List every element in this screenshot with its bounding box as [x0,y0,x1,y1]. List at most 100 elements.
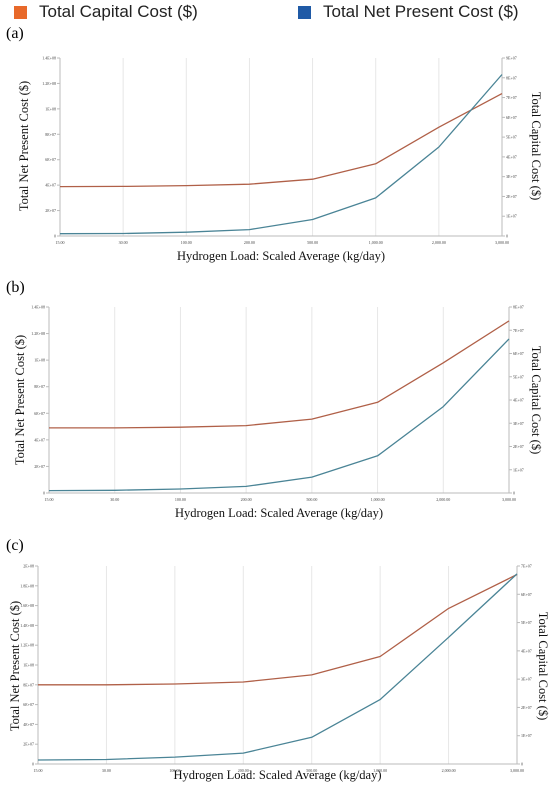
y-tick-label-right: 0 [513,491,515,496]
y-tick-label-right: 1E+07 [506,214,517,219]
y-tick-label-left: 2E+08 [23,564,34,569]
series-line-net-present-cost [59,74,503,235]
y-tick-label-right: 3E+07 [513,421,524,426]
legend-swatch-capital-cost [14,5,27,19]
y-axis-title-left: Total Net Present Cost ($) [13,335,27,465]
x-tick-label: 15.00 [56,240,65,245]
y-tick-label-left: 1.2E+08 [42,81,56,86]
series-line-capital-cost [38,573,518,686]
y-tick-label-left: 1E+08 [34,358,45,363]
y-tick-label-left: 0 [54,234,56,239]
y-tick-label-right: 7E+07 [521,564,532,569]
chart-panel-3: (c) 0 2E+07 4E+07 6E+07 8E+07 1E+08 1.2E+08 1.4E… [6,537,550,782]
y-tick-label-right: 5E+07 [513,374,524,379]
y-tick-label-left: 1E+08 [23,663,34,668]
y-tick-label-right: 6E+07 [521,592,532,597]
legend-label-capital-cost: Total Capital Cost ($) [39,2,198,21]
y-tick-label-right: 8E+07 [506,75,517,80]
x-tick-label: 3,000.00 [510,768,524,774]
y-tick-label-right: 1E+07 [521,733,532,738]
y-tick-label-right: 7E+07 [513,328,524,333]
y-tick-label-left: 6E+07 [23,702,34,707]
x-tick-label: 3,000.00 [502,497,516,503]
y-tick-label-left: 4E+07 [23,722,34,727]
x-tick-label: 3,000.00 [495,240,509,246]
x-tick-label: 1,000.00 [369,240,383,246]
y-tick-label-right: 4E+07 [521,648,532,653]
y-tick-label-left: 0 [32,762,34,767]
y-tick-label-right: 2E+07 [506,194,517,199]
x-tick-label: 2,000.00 [432,240,446,246]
x-tick-label: 2,000.00 [436,497,450,503]
x-tick-label: 100.00 [175,497,186,502]
y-axis-title-right: Total Capital Cost ($) [529,346,543,454]
x-tick-label: 15.00 [34,768,43,773]
y-tick-label-right: 9E+07 [506,56,517,61]
y-tick-label-right: 3E+07 [521,677,532,682]
y-tick-label-left: 2E+07 [45,208,56,213]
x-tick-label: 15.00 [45,497,54,502]
y-tick-label-right: 0 [506,234,508,239]
y-tick-label-left: 1.6E+08 [20,603,34,608]
y-tick-label-left: 8E+07 [34,384,45,389]
y-tick-label-right: 2E+07 [521,705,532,710]
series-line-capital-cost [59,93,503,188]
y-tick-label-left: 1.2E+08 [20,643,34,648]
x-axis-title: Hydrogen Load: Scaled Average (kg/day) [173,768,381,782]
panel-label: (a) [6,25,24,42]
y-tick-label-right: 4E+07 [506,154,517,159]
panel-label: (c) [6,537,24,554]
y-tick-label-left: 2E+07 [23,742,34,747]
x-tick-label: 500.00 [306,768,317,773]
x-tick-label: 500.00 [307,240,318,245]
y-tick-label-right: 8E+07 [513,305,524,310]
legend-item-capital-cost: Total Capital Cost ($) [14,2,198,22]
x-tick-label: 200.00 [241,497,252,502]
x-tick-label: 30.00 [110,497,119,502]
chart-panel-1: (a) 0 2E+07 4E+07 6E+07 8E+07 1E+08 1.2E+08 1.4E… [6,25,543,263]
y-tick-label-left: 6E+07 [45,157,56,162]
x-tick-label: 500.00 [306,497,317,502]
x-tick-label: 30.00 [119,240,128,245]
x-tick-label: 100.00 [169,768,180,773]
series-line-capital-cost [49,320,510,429]
y-tick-label-right: 5E+07 [521,620,532,625]
chart-panel-2: (b) 0 2E+07 4E+07 6E+07 8E+07 1E+08 1.2E+08 1.4E… [6,279,543,520]
y-tick-label-left: 8E+07 [23,682,34,687]
x-axis-title: Hydrogen Load: Scaled Average (kg/day) [177,249,385,263]
x-tick-label: 100.00 [181,240,192,245]
y-tick-label-left: 2E+07 [34,464,45,469]
y-tick-label-right: 7E+07 [506,95,517,100]
y-tick-label-left: 1.4E+08 [20,623,34,628]
y-tick-label-left: 1E+08 [45,106,56,111]
y-axis-title-right: Total Capital Cost ($) [529,92,543,200]
y-tick-label-right: 0 [521,762,523,767]
y-axis-title-left: Total Net Present Cost ($) [17,81,31,211]
y-tick-label-right: 5E+07 [506,135,517,140]
y-axis-title-left: Total Net Present Cost ($) [8,601,22,731]
y-tick-label-left: 8E+07 [45,132,56,137]
y-tick-label-left: 1.8E+08 [20,583,34,588]
y-tick-label-left: 6E+07 [34,411,45,416]
series-line-net-present-cost [48,338,510,492]
y-tick-label-right: 1E+07 [513,467,524,472]
y-tick-label-left: 0 [43,491,45,496]
legend-label-net-present-cost: Total Net Present Cost ($) [323,2,519,21]
y-tick-label-right: 2E+07 [513,444,524,449]
x-tick-label: 30.00 [102,768,111,773]
y-tick-label-right: 6E+07 [506,115,517,120]
x-tick-label: 2,000.00 [442,768,456,774]
y-tick-label-left: 1.2E+08 [31,331,45,336]
x-tick-label: 200.00 [238,768,249,773]
x-axis-title: Hydrogen Load: Scaled Average (kg/day) [175,506,383,520]
y-axis-title-right: Total Capital Cost ($) [536,612,550,720]
y-tick-label-right: 3E+07 [506,174,517,179]
x-tick-label: 200.00 [244,240,255,245]
panel-label: (b) [6,279,25,296]
y-tick-label-left: 1.4E+08 [42,56,56,61]
legend-swatch-net-present-cost [298,5,311,19]
y-tick-label-left: 4E+07 [45,183,56,188]
y-tick-label-left: 1.4E+08 [31,305,45,310]
y-tick-label-right: 6E+07 [513,351,524,356]
